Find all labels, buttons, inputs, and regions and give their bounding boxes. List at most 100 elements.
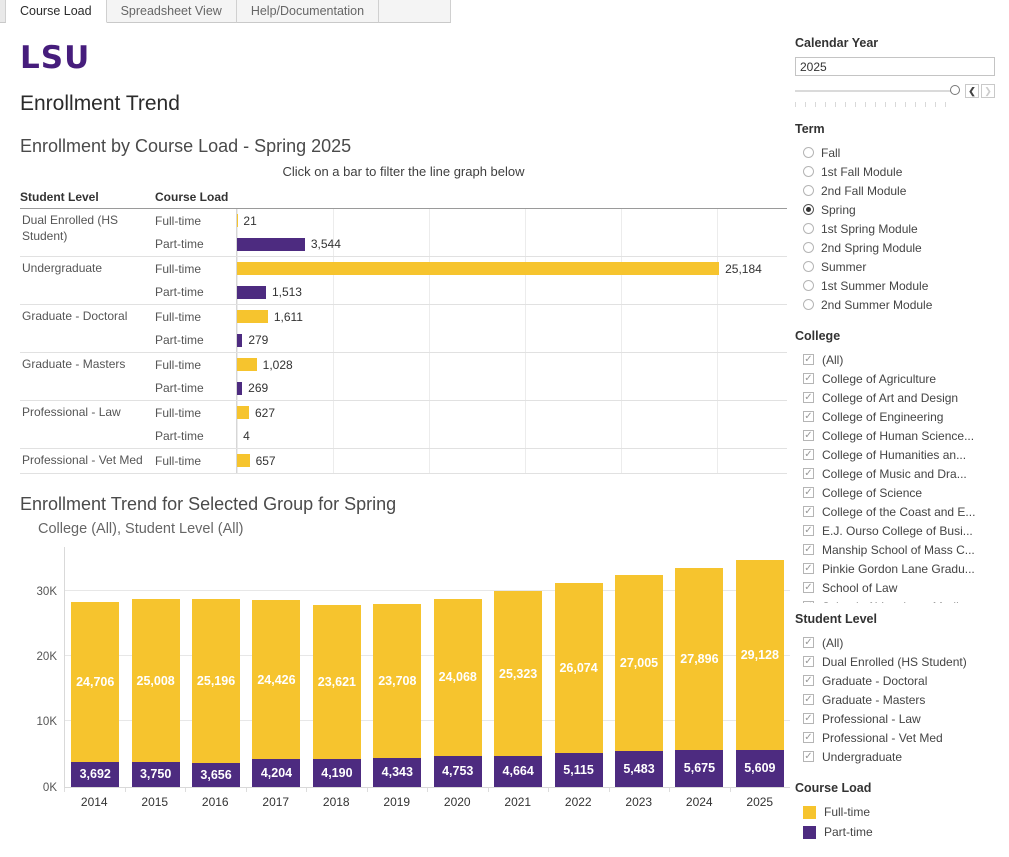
checkbox[interactable]: ✓ (803, 675, 814, 686)
checkbox[interactable]: ✓ (803, 732, 814, 743)
term-option-2nd-spring-module[interactable]: 2nd Spring Module (795, 238, 995, 257)
part-time-segment[interactable]: 3,692 (71, 762, 119, 786)
full-time-segment[interactable]: 24,706 (71, 602, 119, 763)
student-level-option-undergraduate[interactable]: ✓Undergraduate (795, 747, 995, 766)
college-option-college-of-the-coast-and-e-[interactable]: ✓College of the Coast and E... (795, 502, 995, 521)
radio-button[interactable] (803, 166, 814, 177)
radio-button[interactable] (803, 261, 814, 272)
full-time-segment[interactable]: 27,896 (675, 568, 723, 750)
checkbox[interactable]: ✓ (803, 468, 814, 479)
part-time-segment[interactable]: 4,753 (434, 756, 482, 787)
checkbox[interactable]: ✓ (803, 582, 814, 593)
part-time-segment[interactable]: 3,750 (132, 762, 180, 786)
part-time-segment[interactable]: 5,609 (736, 750, 784, 787)
part-time-segment[interactable]: 3,656 (192, 763, 240, 787)
course-load-column-header[interactable]: Course Load (155, 190, 236, 204)
checkbox[interactable]: ✓ (803, 713, 814, 724)
part-time-segment[interactable]: 4,190 (313, 759, 361, 786)
full-time-segment[interactable]: 25,196 (192, 599, 240, 763)
checkbox[interactable]: ✓ (803, 544, 814, 555)
slider-next-button[interactable]: ❯ (981, 84, 995, 98)
checkbox[interactable]: ✓ (803, 506, 814, 517)
college-option-college-of-art-and-design[interactable]: ✓College of Art and Design (795, 388, 995, 407)
checkbox[interactable]: ✓ (803, 525, 814, 536)
calendar-year-input[interactable] (795, 57, 995, 76)
part-time-segment[interactable]: 5,675 (675, 750, 723, 787)
radio-button[interactable] (803, 242, 814, 253)
college-option-pinkie-gordon-lane-gradu-[interactable]: ✓Pinkie Gordon Lane Gradu... (795, 559, 995, 578)
student-level-option-dual-enrolled-hs-student-[interactable]: ✓Dual Enrolled (HS Student) (795, 652, 995, 671)
student-level-option-graduate-masters[interactable]: ✓Graduate - Masters (795, 690, 995, 709)
college-option-college-of-agriculture[interactable]: ✓College of Agriculture (795, 369, 995, 388)
checkbox[interactable]: ✓ (803, 751, 814, 762)
college-option-school-of-law[interactable]: ✓School of Law (795, 578, 995, 597)
checkbox[interactable]: ✓ (803, 411, 814, 422)
full-time-segment[interactable]: 23,708 (373, 604, 421, 758)
calendar-year-slider[interactable] (795, 90, 955, 92)
part-time-segment[interactable]: 5,483 (615, 751, 663, 787)
full-time-bar[interactable] (237, 358, 257, 371)
radio-button[interactable] (803, 147, 814, 158)
radio-button[interactable] (803, 185, 814, 196)
student-level-option--all-[interactable]: ✓(All) (795, 633, 995, 652)
full-time-bar[interactable] (237, 262, 719, 275)
part-time-segment[interactable]: 4,204 (252, 759, 300, 786)
radio-button[interactable] (803, 204, 814, 215)
college-option-e-j-ourso-college-of-busi-[interactable]: ✓E.J. Ourso College of Busi... (795, 521, 995, 540)
checkbox[interactable]: ✓ (803, 694, 814, 705)
checkbox[interactable]: ✓ (803, 430, 814, 441)
part-time-segment[interactable]: 5,115 (555, 753, 603, 786)
full-time-segment[interactable]: 23,621 (313, 605, 361, 759)
term-option-1st-fall-module[interactable]: 1st Fall Module (795, 162, 995, 181)
part-time-bar[interactable] (237, 382, 242, 395)
part-time-bar[interactable] (237, 334, 242, 347)
part-time-bar[interactable] (237, 286, 266, 299)
college-option-manship-school-of-mass-c-[interactable]: ✓Manship School of Mass C... (795, 540, 995, 559)
full-time-bar[interactable] (237, 310, 268, 323)
full-time-segment[interactable]: 25,323 (494, 591, 542, 756)
college-option-college-of-humanities-an-[interactable]: ✓College of Humanities an... (795, 445, 995, 464)
full-time-segment[interactable]: 29,128 (736, 560, 784, 750)
checkbox[interactable]: ✓ (803, 392, 814, 403)
part-time-segment[interactable]: 4,664 (494, 756, 542, 786)
slider-prev-button[interactable]: ❮ (965, 84, 979, 98)
term-option-2nd-fall-module[interactable]: 2nd Fall Module (795, 181, 995, 200)
checkbox[interactable]: ✓ (803, 487, 814, 498)
legend-item-part-time[interactable]: Part-time (795, 822, 995, 842)
college-option-school-of-veterinary-medi-[interactable]: ✓School of Veterinary Medi... (795, 597, 995, 603)
term-option-spring[interactable]: Spring (795, 200, 995, 219)
full-time-bar[interactable] (237, 454, 250, 467)
student-level-column-header[interactable]: Student Level (20, 190, 155, 204)
checkbox[interactable]: ✓ (803, 656, 814, 667)
full-time-segment[interactable]: 24,426 (252, 600, 300, 759)
radio-button[interactable] (803, 223, 814, 234)
college-option-college-of-human-science-[interactable]: ✓College of Human Science... (795, 426, 995, 445)
checkbox[interactable]: ✓ (803, 563, 814, 574)
legend-item-full-time[interactable]: Full-time (795, 802, 995, 822)
term-option-1st-spring-module[interactable]: 1st Spring Module (795, 219, 995, 238)
student-level-option-professional-vet-med[interactable]: ✓Professional - Vet Med (795, 728, 995, 747)
college-option--all-[interactable]: ✓(All) (795, 350, 995, 369)
full-time-segment[interactable]: 25,008 (132, 599, 180, 762)
checkbox[interactable]: ✓ (803, 373, 814, 384)
checkbox[interactable]: ✓ (803, 637, 814, 648)
part-time-bar[interactable] (237, 238, 305, 251)
radio-button[interactable] (803, 280, 814, 291)
term-option-fall[interactable]: Fall (795, 143, 995, 162)
full-time-segment[interactable]: 26,074 (555, 583, 603, 753)
student-level-option-professional-law[interactable]: ✓Professional - Law (795, 709, 995, 728)
term-option-2nd-summer-module[interactable]: 2nd Summer Module (795, 295, 995, 314)
full-time-segment[interactable]: 27,005 (615, 575, 663, 751)
checkbox[interactable]: ✓ (803, 354, 814, 365)
college-option-college-of-engineering[interactable]: ✓College of Engineering (795, 407, 995, 426)
tab-help-documentation[interactable]: Help/Documentation (237, 0, 379, 23)
full-time-segment[interactable]: 24,068 (434, 599, 482, 756)
tab-spreadsheet-view[interactable]: Spreadsheet View (107, 0, 237, 23)
part-time-segment[interactable]: 4,343 (373, 758, 421, 786)
student-level-option-graduate-doctoral[interactable]: ✓Graduate - Doctoral (795, 671, 995, 690)
term-option-summer[interactable]: Summer (795, 257, 995, 276)
checkbox[interactable]: ✓ (803, 601, 814, 603)
term-option-1st-summer-module[interactable]: 1st Summer Module (795, 276, 995, 295)
checkbox[interactable]: ✓ (803, 449, 814, 460)
radio-button[interactable] (803, 299, 814, 310)
